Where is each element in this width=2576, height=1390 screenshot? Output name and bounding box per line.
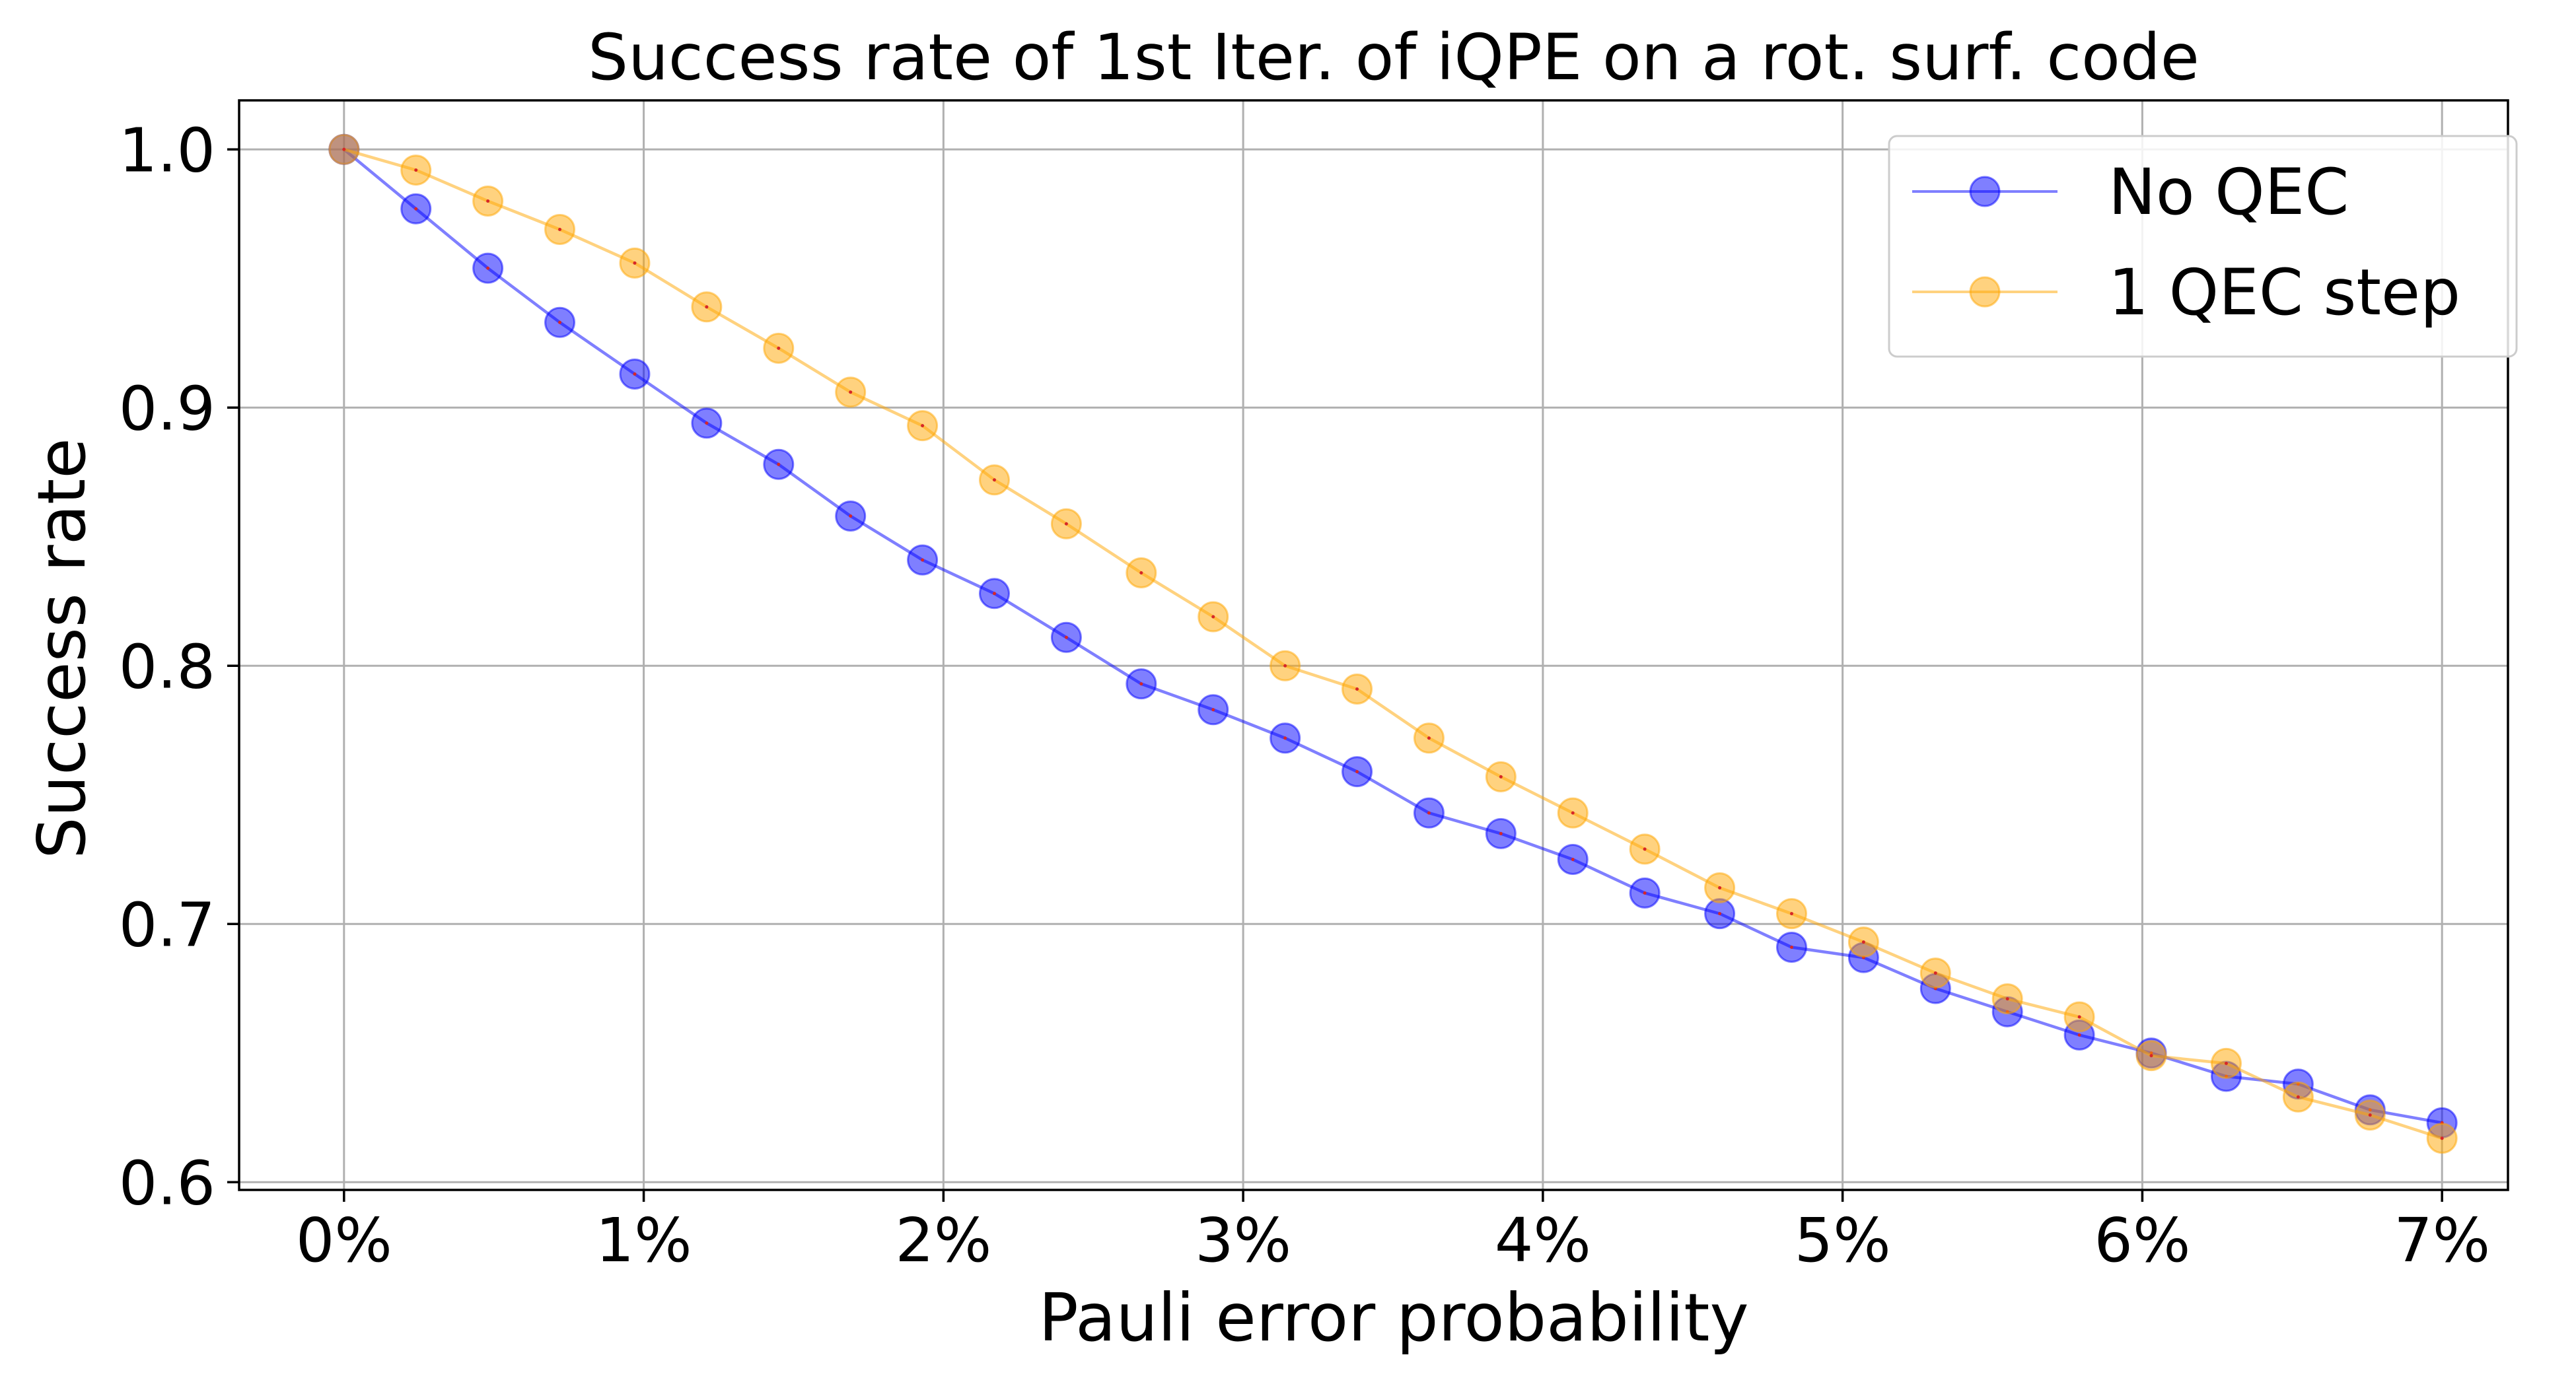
error-bar-1-qec-step xyxy=(414,168,418,172)
error-bar-no-qec xyxy=(1571,858,1575,862)
error-bar-no-qec xyxy=(1211,708,1215,712)
error-bar-1-qec-step xyxy=(2149,1054,2153,1058)
error-bar-no-qec xyxy=(414,207,418,211)
error-bar-no-qec xyxy=(1643,891,1647,895)
error-bar-1-qec-step xyxy=(1211,615,1215,619)
error-bar-1-qec-step xyxy=(1718,886,1722,890)
error-bar-1-qec-step xyxy=(1064,522,1068,526)
error-bar-1-qec-step xyxy=(1427,736,1431,740)
error-bar-no-qec xyxy=(849,514,853,518)
error-bar-1-qec-step xyxy=(921,424,925,428)
error-bar-no-qec xyxy=(1499,831,1503,835)
legend: No QEC 1 QEC step xyxy=(1888,135,2518,358)
error-bar-no-qec xyxy=(1355,770,1359,774)
y-tick-label: 0.7 xyxy=(119,889,215,960)
error-bar-1-qec-step xyxy=(2077,1015,2081,1019)
error-bar-1-qec-step xyxy=(2296,1095,2300,1099)
error-bar-1-qec-step xyxy=(486,199,490,203)
error-bar-no-qec xyxy=(992,592,996,596)
x-tick-label: 0% xyxy=(296,1205,392,1276)
error-bar-1-qec-step xyxy=(558,227,562,231)
error-bar-1-qec-step xyxy=(1790,912,1794,916)
error-bar-1-qec-step xyxy=(992,478,996,482)
error-bar-1-qec-step xyxy=(777,346,781,350)
error-bar-1-qec-step xyxy=(1355,687,1359,691)
error-bar-no-qec xyxy=(1064,635,1068,639)
x-tick-label: 1% xyxy=(596,1205,692,1276)
error-bar-1-qec-step xyxy=(2224,1061,2228,1065)
error-bar-1-qec-step xyxy=(1499,775,1503,779)
error-bar-1-qec-step xyxy=(1571,811,1575,815)
plot-area-frame xyxy=(238,99,2509,1191)
error-bar-1-qec-step xyxy=(342,147,346,151)
x-tick-label: 3% xyxy=(1195,1205,1291,1276)
error-bar-1-qec-step xyxy=(2368,1113,2372,1117)
x-tick-label: 2% xyxy=(895,1205,991,1276)
error-bar-1-qec-step xyxy=(1861,940,1865,944)
x-axis-label: Pauli error probability xyxy=(1038,1279,1748,1356)
legend-marker-no-qec xyxy=(1969,176,2001,207)
chart-title: Success rate of 1st Iter. of iQPE on a r… xyxy=(588,20,2200,94)
legend-label-no-qec: No QEC xyxy=(2108,155,2349,229)
error-bar-1-qec-step xyxy=(1283,664,1287,668)
y-tick-label: 0.9 xyxy=(119,373,215,444)
series-1-qec-step xyxy=(328,133,2458,1154)
error-bar-no-qec xyxy=(921,558,925,562)
x-tick-label: 6% xyxy=(2094,1205,2190,1276)
ticks: 0% 1% 2% 3% 4% 5% 6% 7% 0.6 0.7 0.8 0.9 1.0 xyxy=(119,115,2490,1276)
x-tick-label: 7% xyxy=(2394,1205,2490,1276)
y-tick-label: 0.8 xyxy=(119,631,215,702)
error-bar-no-qec xyxy=(2077,1033,2081,1037)
x-tick-label: 4% xyxy=(1495,1205,1591,1276)
legend-marker-1-qec-step xyxy=(1969,276,2001,308)
error-bar-no-qec xyxy=(558,320,562,324)
error-bar-1-qec-step xyxy=(1643,847,1647,851)
y-tick-label: 0.6 xyxy=(119,1148,215,1218)
error-bar-1-qec-step xyxy=(1933,971,1937,975)
x-tick-label: 5% xyxy=(1795,1205,1891,1276)
series-layer xyxy=(328,133,2458,1154)
error-bar-1-qec-step xyxy=(2440,1136,2444,1140)
error-bar-no-qec xyxy=(486,266,490,270)
error-bar-no-qec xyxy=(1718,912,1722,916)
legend-label-1-qec-step: 1 QEC step xyxy=(2108,256,2460,330)
error-bar-no-qec xyxy=(1139,682,1143,686)
error-bar-1-qec-step xyxy=(2005,997,2009,1001)
error-bar-1-qec-step xyxy=(1139,571,1143,575)
error-bar-1-qec-step xyxy=(849,390,853,394)
error-bar-no-qec xyxy=(1790,945,1794,949)
error-bar-no-qec xyxy=(777,462,781,466)
error-bar-1-qec-step xyxy=(633,261,637,265)
error-bar-no-qec xyxy=(633,372,637,376)
y-axis-label: Success rate xyxy=(23,438,100,858)
error-bar-no-qec xyxy=(1427,811,1431,815)
error-bar-no-qec xyxy=(705,421,709,425)
error-bar-no-qec xyxy=(1283,736,1287,740)
error-bar-1-qec-step xyxy=(705,305,709,309)
y-tick-label: 1.0 xyxy=(119,115,215,186)
